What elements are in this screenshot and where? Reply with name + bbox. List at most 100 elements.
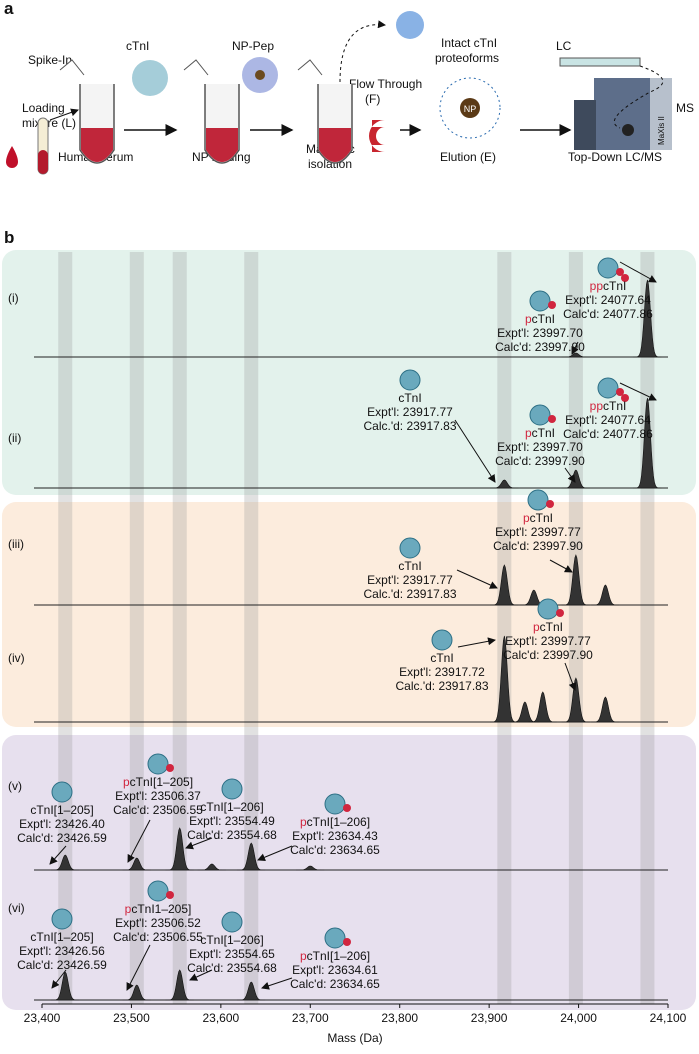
annotation-expt: Expt'l: 23997.77 (505, 634, 591, 648)
highlight-band (244, 252, 259, 1004)
label: Elution (E) (440, 150, 496, 164)
protein-icon (597, 377, 619, 399)
annotation-calc: Calc'd: 23426.59 (17, 831, 107, 845)
annotation-expt: Expt'l: 23917.77 (367, 405, 453, 419)
x-tick-label: 24,000 (560, 1011, 597, 1025)
arrow (456, 569, 498, 589)
annotation-calc: Calc'd: 23554.68 (187, 961, 277, 975)
peak (50, 971, 80, 1001)
annotation-calc: Calc.'d: 23917.83 (363, 587, 456, 601)
annotation-name: pcTnI1–205] (125, 902, 192, 916)
protein-icon (399, 537, 421, 559)
annotation-expt: Expt'l: 23997.77 (495, 525, 581, 539)
phospho-prefix: p (300, 815, 307, 829)
annotation-name: cTnI (398, 391, 421, 405)
peak (490, 479, 519, 489)
x-tick-label: 23,600 (203, 1011, 240, 1025)
protein-icon (221, 778, 243, 800)
protein-name: cTnI (430, 651, 453, 665)
peak (122, 857, 151, 871)
annotation-calc: Calc'd: 23997.90 (493, 539, 583, 553)
phospho-icon (616, 388, 624, 396)
annotation-expt: Expt'l: 23634.43 (292, 829, 378, 843)
protein-name: cTnI[1–205] (130, 775, 193, 789)
label: Top-Down LC/MS (568, 150, 662, 164)
annotation-name: ppcTnI (590, 279, 627, 293)
peak (591, 584, 620, 606)
peak (561, 677, 590, 723)
arrow (619, 382, 657, 401)
protein-icon (221, 911, 243, 933)
peak (591, 696, 620, 723)
protein-name: cTnI1–205] (131, 902, 191, 916)
protein-icon (529, 290, 551, 312)
arrow (457, 637, 496, 648)
annotation-name: pcTnI[1–206] (300, 949, 370, 963)
annotation-expt: Expt'l: 23917.77 (367, 573, 453, 587)
row-label: (iv) (8, 651, 25, 665)
protein-name: cTnI[1–206] (200, 933, 263, 947)
protein-name: cTnI (532, 426, 555, 440)
label: cTnI (126, 39, 149, 53)
protein-icon (51, 781, 73, 803)
x-tick-label: 23,900 (471, 1011, 508, 1025)
annotation-calc: Calc'd: 24077.86 (563, 307, 653, 321)
arrow (454, 419, 496, 483)
group-bg (2, 735, 696, 1010)
arrow (189, 969, 213, 981)
panel-label: a (4, 0, 14, 18)
peak (561, 469, 590, 489)
label: LC (556, 39, 572, 53)
protein-name: cTnI (532, 312, 555, 326)
protein-name: cTnI[1–206] (200, 800, 263, 814)
arrow (185, 837, 213, 850)
phospho-prefix: p (123, 775, 130, 789)
peak (528, 691, 557, 723)
peak (237, 981, 266, 1001)
np-label: NP (464, 104, 477, 114)
phospho-prefix: pp (590, 399, 604, 413)
protein-icon (399, 369, 421, 391)
annotation-calc: Calc'd: 23997.90 (495, 454, 585, 468)
annotation-name: cTnI (398, 559, 421, 573)
phospho-prefix: p (125, 902, 132, 916)
annotation-name: pcTnI[1–206] (300, 815, 370, 829)
arrow (619, 261, 657, 283)
protein-name: cTnI (530, 511, 553, 525)
phospho-icon (548, 415, 556, 423)
annotation-expt: Expt'l: 23554.65 (189, 947, 275, 961)
label: MS (676, 101, 694, 115)
peak (490, 564, 519, 606)
row-label: (vi) (8, 901, 25, 915)
arrow (571, 341, 579, 355)
annotation-expt: Expt'l: 23997.70 (497, 326, 583, 340)
annotation-name: pcTnI (525, 426, 555, 440)
phospho-prefix: p (525, 426, 532, 440)
label: mixure (L) (22, 116, 76, 130)
phospho-icon (343, 804, 351, 812)
highlight-band (172, 252, 187, 1004)
phospho-prefix: p (533, 620, 540, 634)
annotation-calc: Calc.'d: 23917.83 (363, 419, 456, 433)
arrow (257, 845, 293, 862)
annotation-expt: Expt'l: 23506.37 (115, 789, 201, 803)
phospho-icon (343, 938, 351, 946)
phospho-icon (548, 301, 556, 309)
annotation-calc: Calc'd: 23426.59 (17, 958, 107, 972)
annotation-expt: Expt'l: 23634.61 (292, 963, 378, 977)
annotation-calc: Calc'd: 23634.65 (290, 977, 380, 991)
arrow (261, 977, 293, 990)
protein-icon (324, 793, 346, 815)
phospho-icon (166, 891, 174, 899)
highlight-band (640, 252, 655, 1004)
arrow (126, 944, 151, 991)
protein-icon (597, 257, 619, 279)
label: Flow Through (349, 77, 422, 91)
group-bg (2, 502, 696, 727)
label: (F) (365, 92, 380, 106)
annotation-expt: Expt'l: 23997.70 (497, 440, 583, 454)
annotation-calc: Calc'd: 23506.55 (113, 803, 203, 817)
workflow: a Spike-In cTnI Loading mixure (L) Human… (4, 0, 694, 175)
protein-icon (147, 753, 169, 775)
